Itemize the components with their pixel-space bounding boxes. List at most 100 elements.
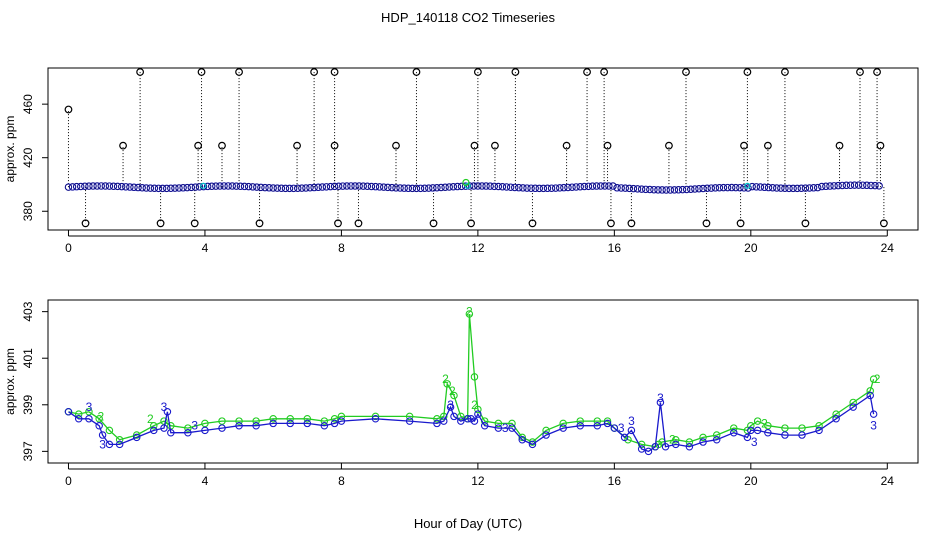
baseline-point-raw [335, 182, 343, 190]
series-point-2 [798, 424, 806, 432]
series-point-3 [518, 435, 526, 444]
series-point-2 [320, 417, 329, 425]
spike-point [603, 141, 612, 150]
series-point-3 [576, 421, 584, 430]
highlight-point [200, 182, 207, 189]
y-axis-label: approx. ppm [3, 116, 17, 183]
baseline-point-raw [617, 184, 625, 192]
series-glyph-3: 3 [86, 400, 93, 414]
spike-point [740, 141, 748, 150]
spike-point [583, 68, 591, 76]
baseline-point-raw [105, 182, 113, 190]
baseline-point-raw [556, 184, 564, 192]
baseline-point-raw [769, 184, 777, 192]
y-axis-label: approx. ppm [3, 348, 17, 415]
baseline-point-raw [539, 184, 547, 192]
series-point-2 [559, 419, 567, 428]
series-point-3 [95, 421, 103, 430]
series-point-2 [593, 417, 602, 425]
top-panel: 0 4 8 12 16 20 24 380 420 460 approx. ppm [3, 67, 919, 255]
spike-point [600, 68, 609, 76]
x-tick-label: 16 [608, 241, 622, 255]
spike-point [702, 219, 711, 228]
spike-point [412, 68, 421, 76]
spike-point [293, 141, 301, 150]
series-glyph-3: 3 [628, 414, 635, 428]
series-point-3 [866, 391, 874, 400]
x-tick-label: 8 [338, 474, 345, 488]
series-point-2 [330, 415, 339, 423]
baseline-point-raw [114, 182, 122, 190]
baseline-point-raw [232, 182, 240, 190]
baseline-point-raw [642, 185, 650, 193]
baseline-point-raw [298, 184, 306, 192]
baseline-point-raw [155, 184, 163, 192]
baseline-point-raw [134, 184, 142, 192]
series-point-3 [753, 426, 762, 435]
series-point-2 [337, 412, 346, 421]
spike-point [607, 219, 615, 228]
series-point-2 [699, 433, 707, 442]
x-tick-label: 12 [471, 241, 485, 255]
series-point-3 [440, 417, 448, 425]
baseline-point-raw [146, 184, 154, 192]
series-point-3 [637, 445, 646, 453]
baseline-point-raw [183, 184, 191, 192]
series-point-3 [781, 431, 789, 439]
series-point-2 [764, 421, 772, 430]
baseline-point-raw [531, 184, 539, 192]
baseline-point-raw [748, 183, 756, 191]
baseline-point-raw [372, 183, 380, 191]
x-tick-label: 24 [881, 474, 895, 488]
baseline-point-raw [347, 182, 355, 190]
baseline-point-raw [245, 183, 253, 191]
baseline-point-raw [85, 182, 93, 190]
series-point-2 [753, 417, 762, 425]
series-point-2 [235, 417, 243, 425]
baseline-point-raw [224, 182, 232, 190]
spike-point [136, 68, 145, 76]
series-point-2 [269, 415, 277, 423]
baseline-point-raw [781, 184, 789, 192]
baseline-point-raw [126, 183, 134, 191]
baseline-point-raw [220, 182, 228, 190]
series-point-2 [443, 380, 451, 388]
series-point-3 [320, 421, 329, 430]
x-tick-label: 20 [744, 474, 758, 488]
series-point-3 [474, 410, 482, 418]
series-point-3 [457, 417, 465, 425]
baseline-point-raw [609, 182, 617, 190]
baseline-point-raw [711, 184, 719, 192]
spike-point [190, 219, 199, 228]
series-point-3 [815, 426, 823, 435]
baseline-point-raw [236, 182, 244, 190]
baseline-point-raw [691, 185, 699, 193]
spike-point [330, 141, 339, 150]
baseline-point-raw [519, 184, 527, 192]
spike-point [665, 141, 673, 150]
series-point-2 [252, 417, 260, 425]
baseline-point-raw [404, 184, 412, 192]
baseline-point-raw [683, 185, 691, 193]
series-point-3 [286, 419, 294, 428]
series-point-2 [672, 435, 680, 444]
series-point-3 [433, 419, 441, 428]
spike-point [736, 219, 745, 228]
x-axis-label: Hour of Day (UTC) [414, 516, 522, 531]
baseline-point-raw [851, 181, 859, 189]
y-tick-label: 399 [21, 394, 35, 414]
baseline-point-raw [474, 182, 482, 190]
baseline-point-raw [621, 184, 629, 192]
baseline-point-raw [601, 182, 609, 190]
spike-point [562, 141, 571, 150]
baseline-point-raw [412, 184, 420, 192]
series-point-2 [433, 415, 441, 423]
baseline-point-raw [838, 181, 846, 189]
series-glyph-2: 2 [761, 416, 768, 430]
series-point-3 [528, 440, 537, 449]
baseline-point-raw [417, 184, 425, 192]
baseline-point-raw [842, 181, 850, 189]
series-point-3 [115, 440, 124, 449]
baseline-point-raw [429, 184, 437, 192]
